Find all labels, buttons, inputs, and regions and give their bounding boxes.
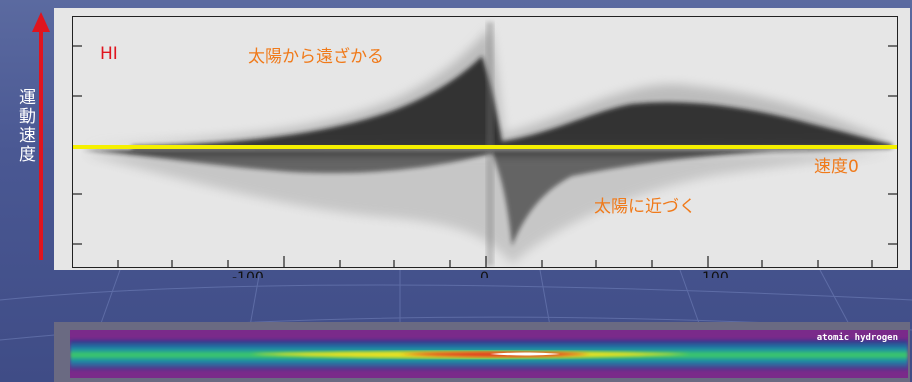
hydrogen-map-label: atomic hydrogen (817, 332, 898, 343)
velocity-axis-arrow (32, 12, 50, 260)
plot-frame (72, 16, 898, 268)
hi-emission-image (72, 22, 898, 268)
hydrogen-intensity-image: atomic hydrogen (70, 330, 908, 378)
atomic-hydrogen-map: atomic hydrogen (54, 322, 910, 382)
x-tick-label: 0 (480, 270, 489, 278)
approaching-label: 太陽に近づく (594, 197, 696, 217)
y-axis-label: 運動速度 (15, 88, 35, 164)
x-tick-label: -100 (232, 270, 264, 278)
x-tick-label: 100 (702, 270, 729, 278)
receding-label: 太陽から遠ざかる (248, 47, 384, 67)
zero-velocity-label: 速度0 (814, 157, 859, 177)
hi-label: HI (100, 44, 118, 64)
hi-velocity-plot: HI 太陽から遠ざかる 速度0 太陽に近づく -100 0 100 (54, 8, 910, 278)
